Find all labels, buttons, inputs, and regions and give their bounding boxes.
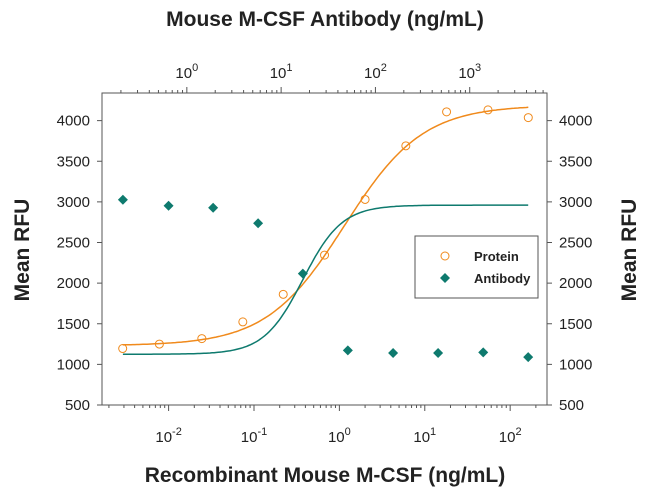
x-tick-label: 10-1 <box>241 426 267 446</box>
legend-antibody-marker <box>440 273 450 283</box>
protein-data-point <box>320 250 330 260</box>
right-axis-title: Mean RFU <box>618 199 641 302</box>
antibody-data-point <box>117 194 128 205</box>
protein-data-point <box>523 113 533 123</box>
x2-tick-label: 103 <box>458 62 481 82</box>
y2-tick-label: 2000 <box>559 275 592 292</box>
protein-data-point <box>154 339 164 349</box>
legend-antibody-label: Antibody <box>474 271 531 286</box>
y-tick-label: 500 <box>65 397 90 414</box>
y-tick-label: 3500 <box>57 153 90 170</box>
antibody-data-point <box>163 200 174 211</box>
legend-protein-label: Protein <box>474 249 519 264</box>
antibody-data-point <box>523 352 534 363</box>
left-axis-title: Mean RFU <box>11 199 34 302</box>
top-axis-title: Mouse M-CSF Antibody (ng/mL) <box>166 8 484 31</box>
antibody-data-point <box>297 268 308 279</box>
y-tick-label: 1500 <box>57 316 90 333</box>
legend: Protein Antibody <box>414 235 539 299</box>
antibody-data-point <box>478 347 489 358</box>
antibody-fit-curve <box>122 204 529 355</box>
y2-tick-label: 1000 <box>559 356 592 373</box>
x2-tick-label: 101 <box>270 62 293 82</box>
antibody-data-point <box>253 218 264 229</box>
y2-tick-label: 4000 <box>559 113 592 130</box>
x-tick-label: 100 <box>328 426 351 446</box>
protein-data-point <box>278 289 288 299</box>
y-tick-label: 3000 <box>57 194 90 211</box>
bottom-axis-title: Recombinant Mouse M-CSF (ng/mL) <box>145 464 506 487</box>
antibody-data-point <box>433 348 444 358</box>
protein-data-point <box>360 194 370 204</box>
antibody-data-point <box>342 345 353 356</box>
y-tick-label: 2000 <box>57 275 90 292</box>
x2-tick-label: 100 <box>175 62 198 82</box>
y-tick-label: 4000 <box>57 113 90 130</box>
protein-data-point <box>483 105 493 115</box>
protein-fit-curve <box>122 106 529 346</box>
y2-tick-label: 500 <box>559 397 584 414</box>
x-tick-label: 102 <box>499 426 522 446</box>
plot-frame <box>101 92 548 406</box>
y2-tick-label: 1500 <box>559 316 592 333</box>
legend-protein-marker <box>440 251 450 261</box>
y-tick-label: 2500 <box>57 235 90 252</box>
legend-box <box>414 235 539 299</box>
y2-tick-label: 3500 <box>559 153 592 170</box>
y2-tick-label: 3000 <box>559 194 592 211</box>
x-tick-label: 101 <box>413 426 436 446</box>
protein-data-point <box>401 141 411 151</box>
y-tick-label: 1000 <box>57 356 90 373</box>
antibody-data-point <box>208 202 219 213</box>
protein-data-point <box>197 334 207 344</box>
y2-tick-label: 2500 <box>559 235 592 252</box>
x2-tick-label: 102 <box>364 62 387 82</box>
x-tick-label: 10-2 <box>155 426 181 446</box>
protein-data-point <box>442 107 452 117</box>
antibody-data-point <box>388 348 399 358</box>
protein-data-point <box>238 317 248 327</box>
protein-data-point <box>118 344 128 354</box>
